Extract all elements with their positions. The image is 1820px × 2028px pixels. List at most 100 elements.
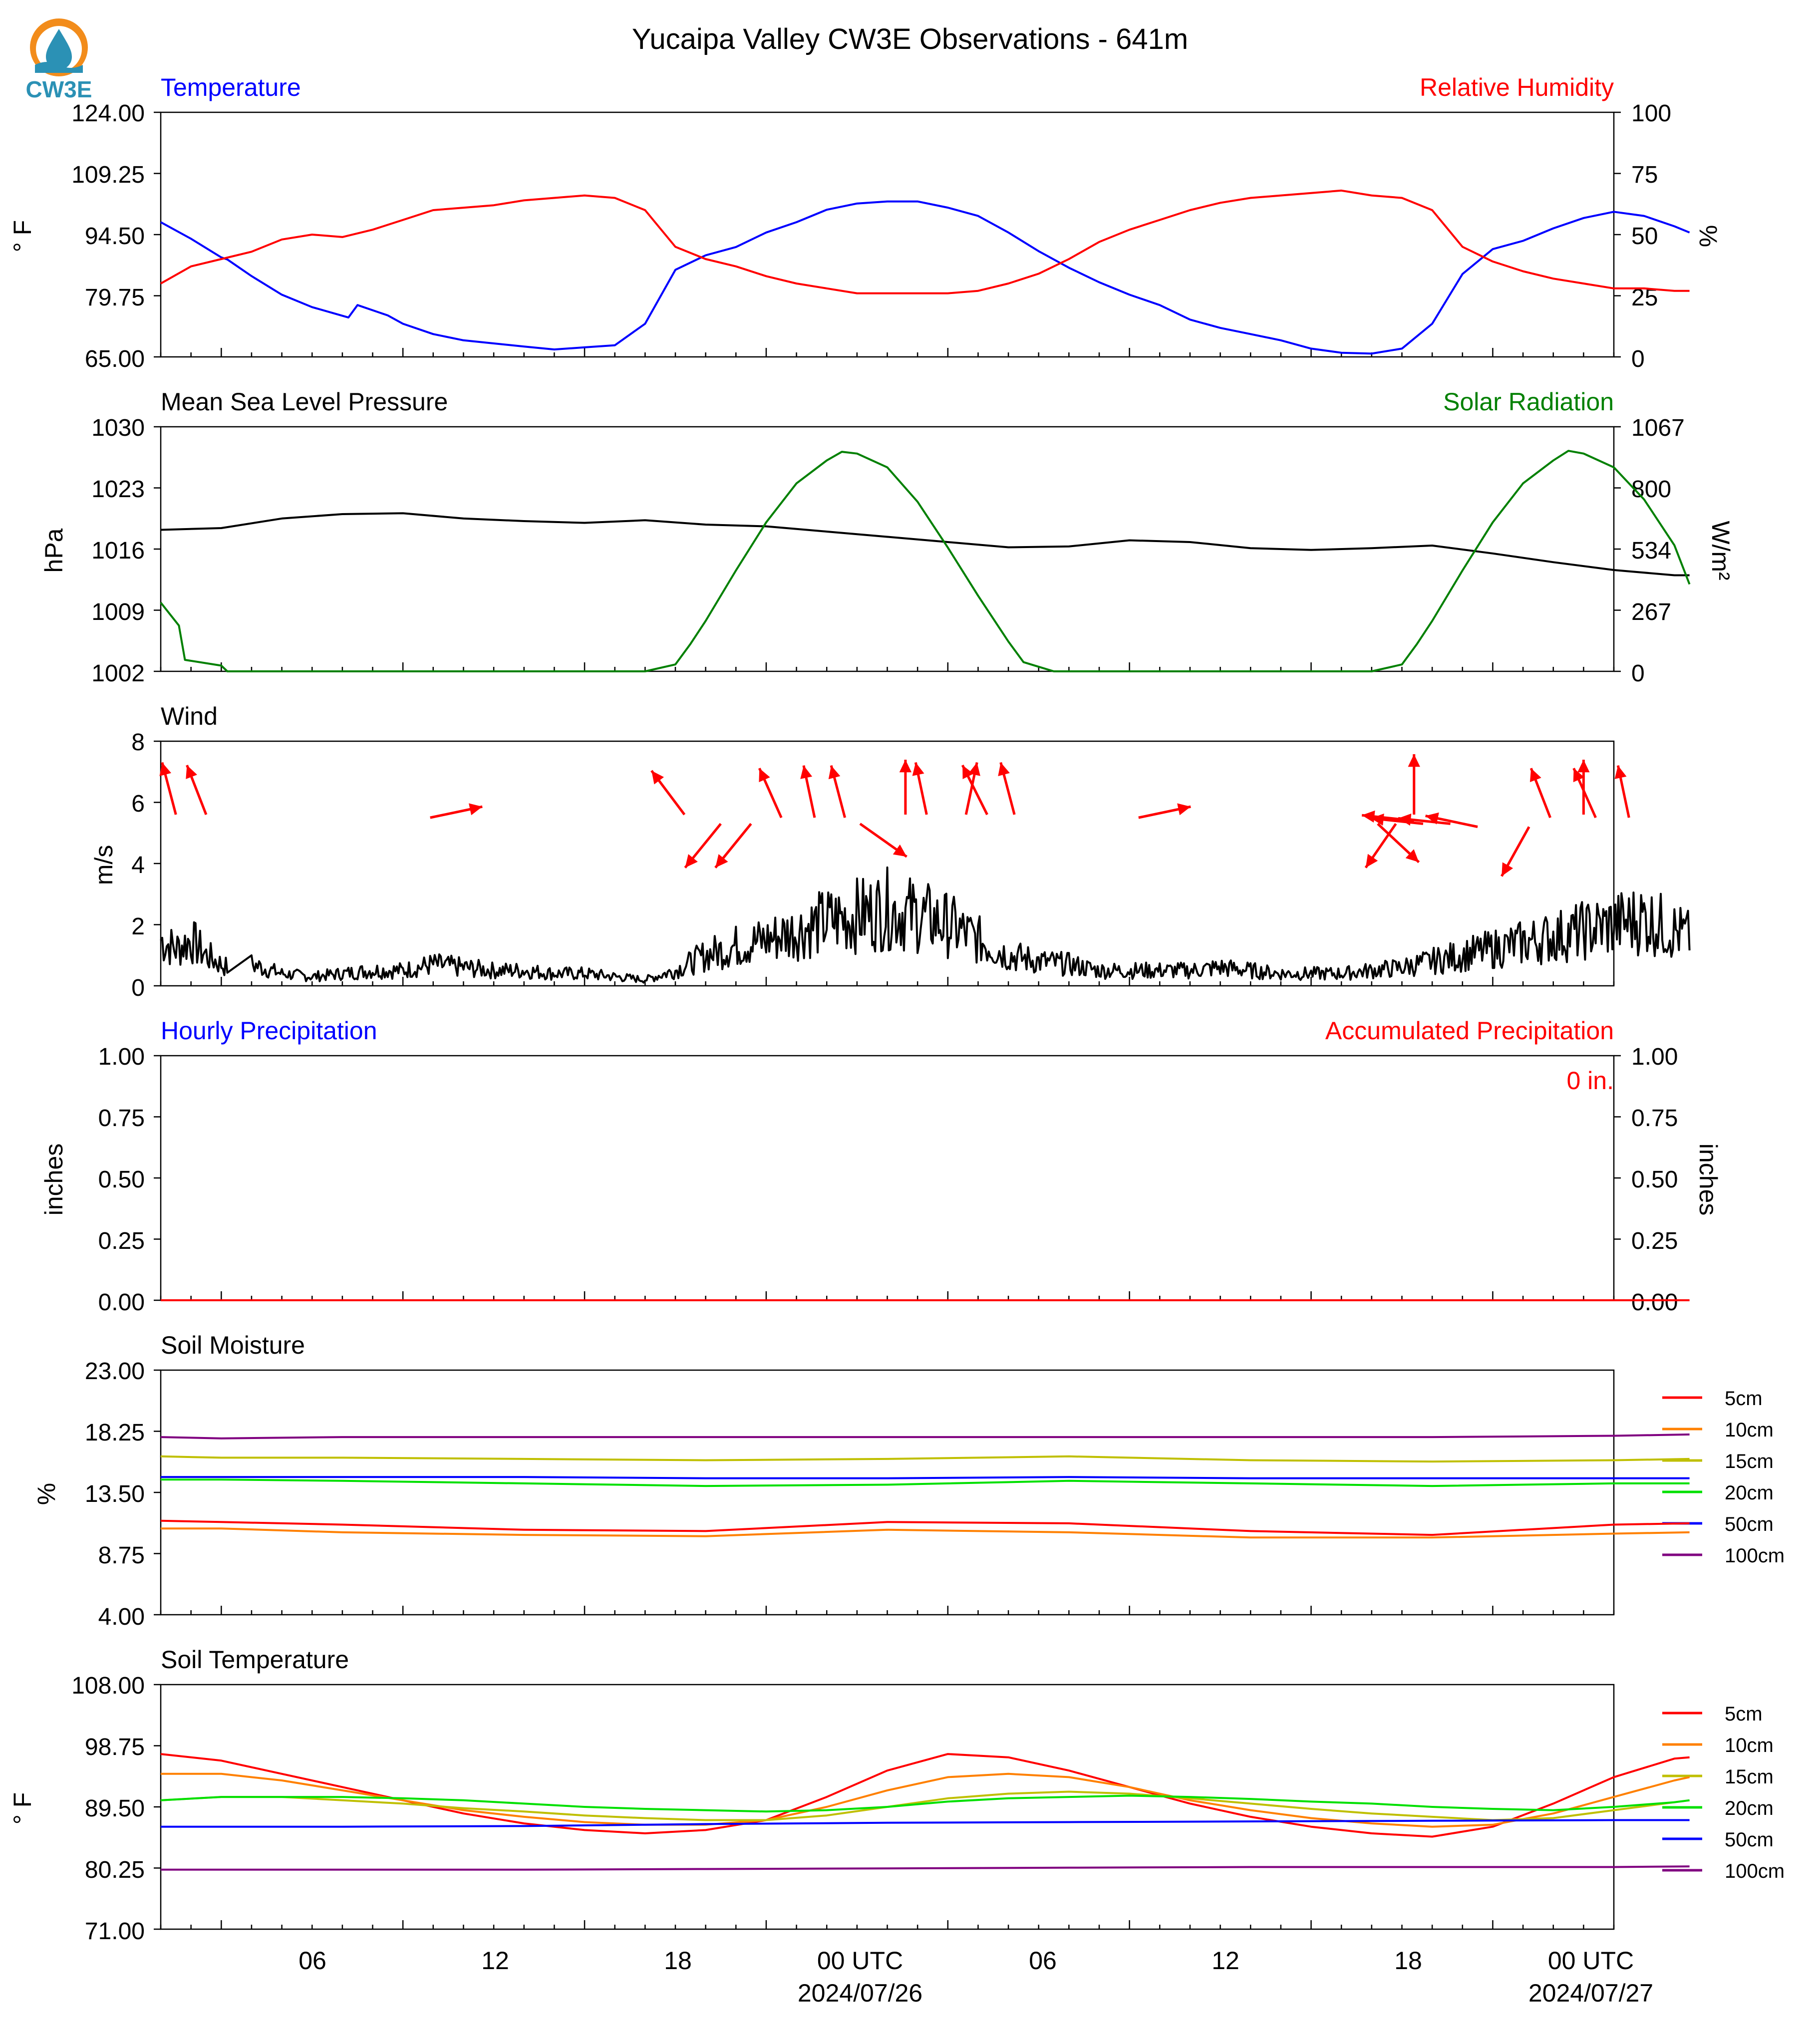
y-tick-label: 0.25: [98, 1228, 145, 1254]
cw3e-logo: CW3E: [26, 18, 92, 102]
y-tick-label: 98.75: [85, 1734, 145, 1760]
wind-arrow-head: [1408, 754, 1420, 767]
series-line-wind-wind-speed: [160, 866, 1691, 984]
logo-text: CW3E: [26, 76, 92, 102]
soil-moisture-legend: 5cm 10cm 15cm 20cm 50cm 100cm: [1662, 1388, 1785, 1567]
wind-arrow: [758, 768, 783, 819]
y2-tick-label: 267: [1631, 599, 1671, 625]
y-tick-label: 94.50: [85, 223, 145, 250]
pressure-yticks: 1002 1009 1016 1023 1030: [91, 415, 145, 687]
wind-arrow: [159, 762, 177, 815]
y2-tick-label: 1.00: [1631, 1044, 1678, 1070]
logo-drop-icon: [46, 29, 72, 70]
wind-arrow-head: [685, 854, 698, 868]
wind-arrow-head: [1177, 803, 1191, 816]
panel-precipitation: Hourly Precipitation Accumulated Precipi…: [40, 1017, 1722, 1316]
soil-temperature-yticks: 71.00 80.25 89.50 98.75 108.00: [71, 1673, 145, 1945]
wind-arrow-head: [828, 765, 841, 780]
precip-axis-label: inches: [40, 1144, 68, 1216]
wind-arrow: [186, 765, 208, 815]
time-axis: 06 12 18 00 UTC 2024/07/26 06 12 18 00 U…: [299, 1947, 1653, 2007]
y2-tick-label: 0.50: [1631, 1166, 1678, 1193]
solar-yticks: 0 267 534 800 1067: [1631, 415, 1685, 687]
wind-arrow-head: [1365, 854, 1378, 868]
x-tick-label: 18: [664, 1947, 692, 1975]
y-tick-label: 4: [131, 852, 145, 878]
panel-pressure-solar: Mean Sea Level Pressure Solar Radiation …: [40, 388, 1735, 687]
x-tick-label: 06: [1029, 1947, 1057, 1975]
x-tick-label: 00 UTC: [1548, 1947, 1634, 1975]
legend-entry: 20cm: [1725, 1797, 1774, 1819]
accumulated-yticks: 0.00 0.25 0.50 0.75 1.00: [1631, 1044, 1678, 1316]
panel-title-solar-radiation: Solar Radiation: [1443, 388, 1614, 416]
humidity-axis-label: %: [1694, 225, 1722, 247]
series-line-soil_moisture-20cm: [161, 1478, 1690, 1487]
wind-arrow-head: [715, 854, 728, 868]
legend-entry: 5cm: [1725, 1703, 1763, 1725]
y-tick-label: 13.50: [85, 1481, 145, 1507]
accumulated-axis-label: inches: [1694, 1144, 1722, 1216]
soil-moisture-axis-label: %: [32, 1483, 60, 1505]
wind-arrow-head: [899, 760, 912, 773]
wind-arrow: [899, 760, 912, 815]
figure-title: Yucaipa Valley CW3E Observations - 641m: [632, 23, 1188, 55]
y2-tick-label: 0: [1631, 346, 1645, 372]
temperature-axis-label: ° F: [8, 220, 36, 252]
wind-arrow: [828, 765, 847, 818]
wind-arrow-head: [1425, 812, 1439, 825]
legend-entry: 5cm: [1725, 1388, 1763, 1410]
wind-arrow-head: [893, 844, 907, 857]
wind-arrow-head: [998, 762, 1010, 776]
y2-tick-label: 50: [1631, 223, 1658, 250]
wind-arrow-head: [1371, 813, 1384, 826]
panel-soil-temperature: Soil Temperature ° F 71.00 80.25 89.50 9…: [8, 1646, 1785, 1945]
series-line-soil_temp-10cm: [161, 1772, 1690, 1828]
wind-arrow: [1371, 813, 1424, 826]
y-tick-label: 8.75: [98, 1542, 145, 1569]
panel-title-relative-humidity: Relative Humidity: [1420, 73, 1614, 101]
wind-arrow-head: [1577, 760, 1590, 773]
panel-title-pressure: Mean Sea Level Pressure: [161, 388, 448, 416]
y-tick-label: 124.00: [71, 100, 145, 127]
x-tick-date: 2024/07/27: [1528, 1979, 1653, 2007]
y2-tick-label: 75: [1631, 162, 1658, 188]
y-tick-label: 0.00: [98, 1289, 145, 1316]
series-line-soil_temp-20cm: [160, 1794, 1690, 1813]
y-tick-label: 65.00: [85, 346, 145, 372]
wind-arrow-head: [469, 803, 483, 816]
y-tick-label: 6: [131, 791, 145, 817]
legend-entry: 10cm: [1725, 1419, 1774, 1441]
series-line-pressure_solar-solar-radiation: [160, 450, 1691, 672]
wind-arrow-head: [1614, 765, 1627, 779]
logo-wave-icon: [35, 62, 83, 73]
soil-moisture-plot: [154, 1369, 1690, 1616]
legend-entry: 10cm: [1725, 1735, 1774, 1756]
wind-arrow: [1529, 768, 1551, 819]
wind-arrow: [1138, 803, 1191, 819]
panel-title-accumulated-precipitation: Accumulated Precipitation: [1325, 1017, 1614, 1045]
wind-arrow: [961, 764, 988, 816]
wind-arrow: [1501, 826, 1530, 877]
x-tick-label: 00 UTC: [817, 1947, 903, 1975]
y2-tick-label: 1067: [1631, 415, 1685, 441]
wind-arrow: [1577, 760, 1590, 815]
wind-arrow-head: [1398, 813, 1412, 826]
legend-entry: 15cm: [1725, 1450, 1774, 1472]
temperature-yticks: 65.00 79.75 94.50 109.25 124.00: [71, 100, 145, 372]
wind-arrow: [1408, 754, 1420, 815]
wind-arrow-head: [1573, 768, 1584, 783]
y-tick-label: 80.25: [85, 1857, 145, 1883]
solar-axis-label: W/m²: [1707, 521, 1735, 580]
series-line-temp_rh-relative-humidity: [160, 189, 1690, 294]
series-line-soil_moisture-50cm: [161, 1476, 1690, 1479]
y-tick-label: 1030: [91, 415, 145, 441]
panel-title-wind: Wind: [161, 702, 218, 730]
y2-tick-label: 100: [1631, 100, 1671, 127]
legend-entry: 100cm: [1725, 1545, 1785, 1567]
wind-arrow: [650, 770, 686, 816]
y-tick-label: 89.50: [85, 1795, 145, 1822]
panel-temperature-humidity: Temperature Relative Humidity ° F % 65.0…: [8, 73, 1722, 372]
y-tick-label: 108.00: [71, 1673, 145, 1699]
